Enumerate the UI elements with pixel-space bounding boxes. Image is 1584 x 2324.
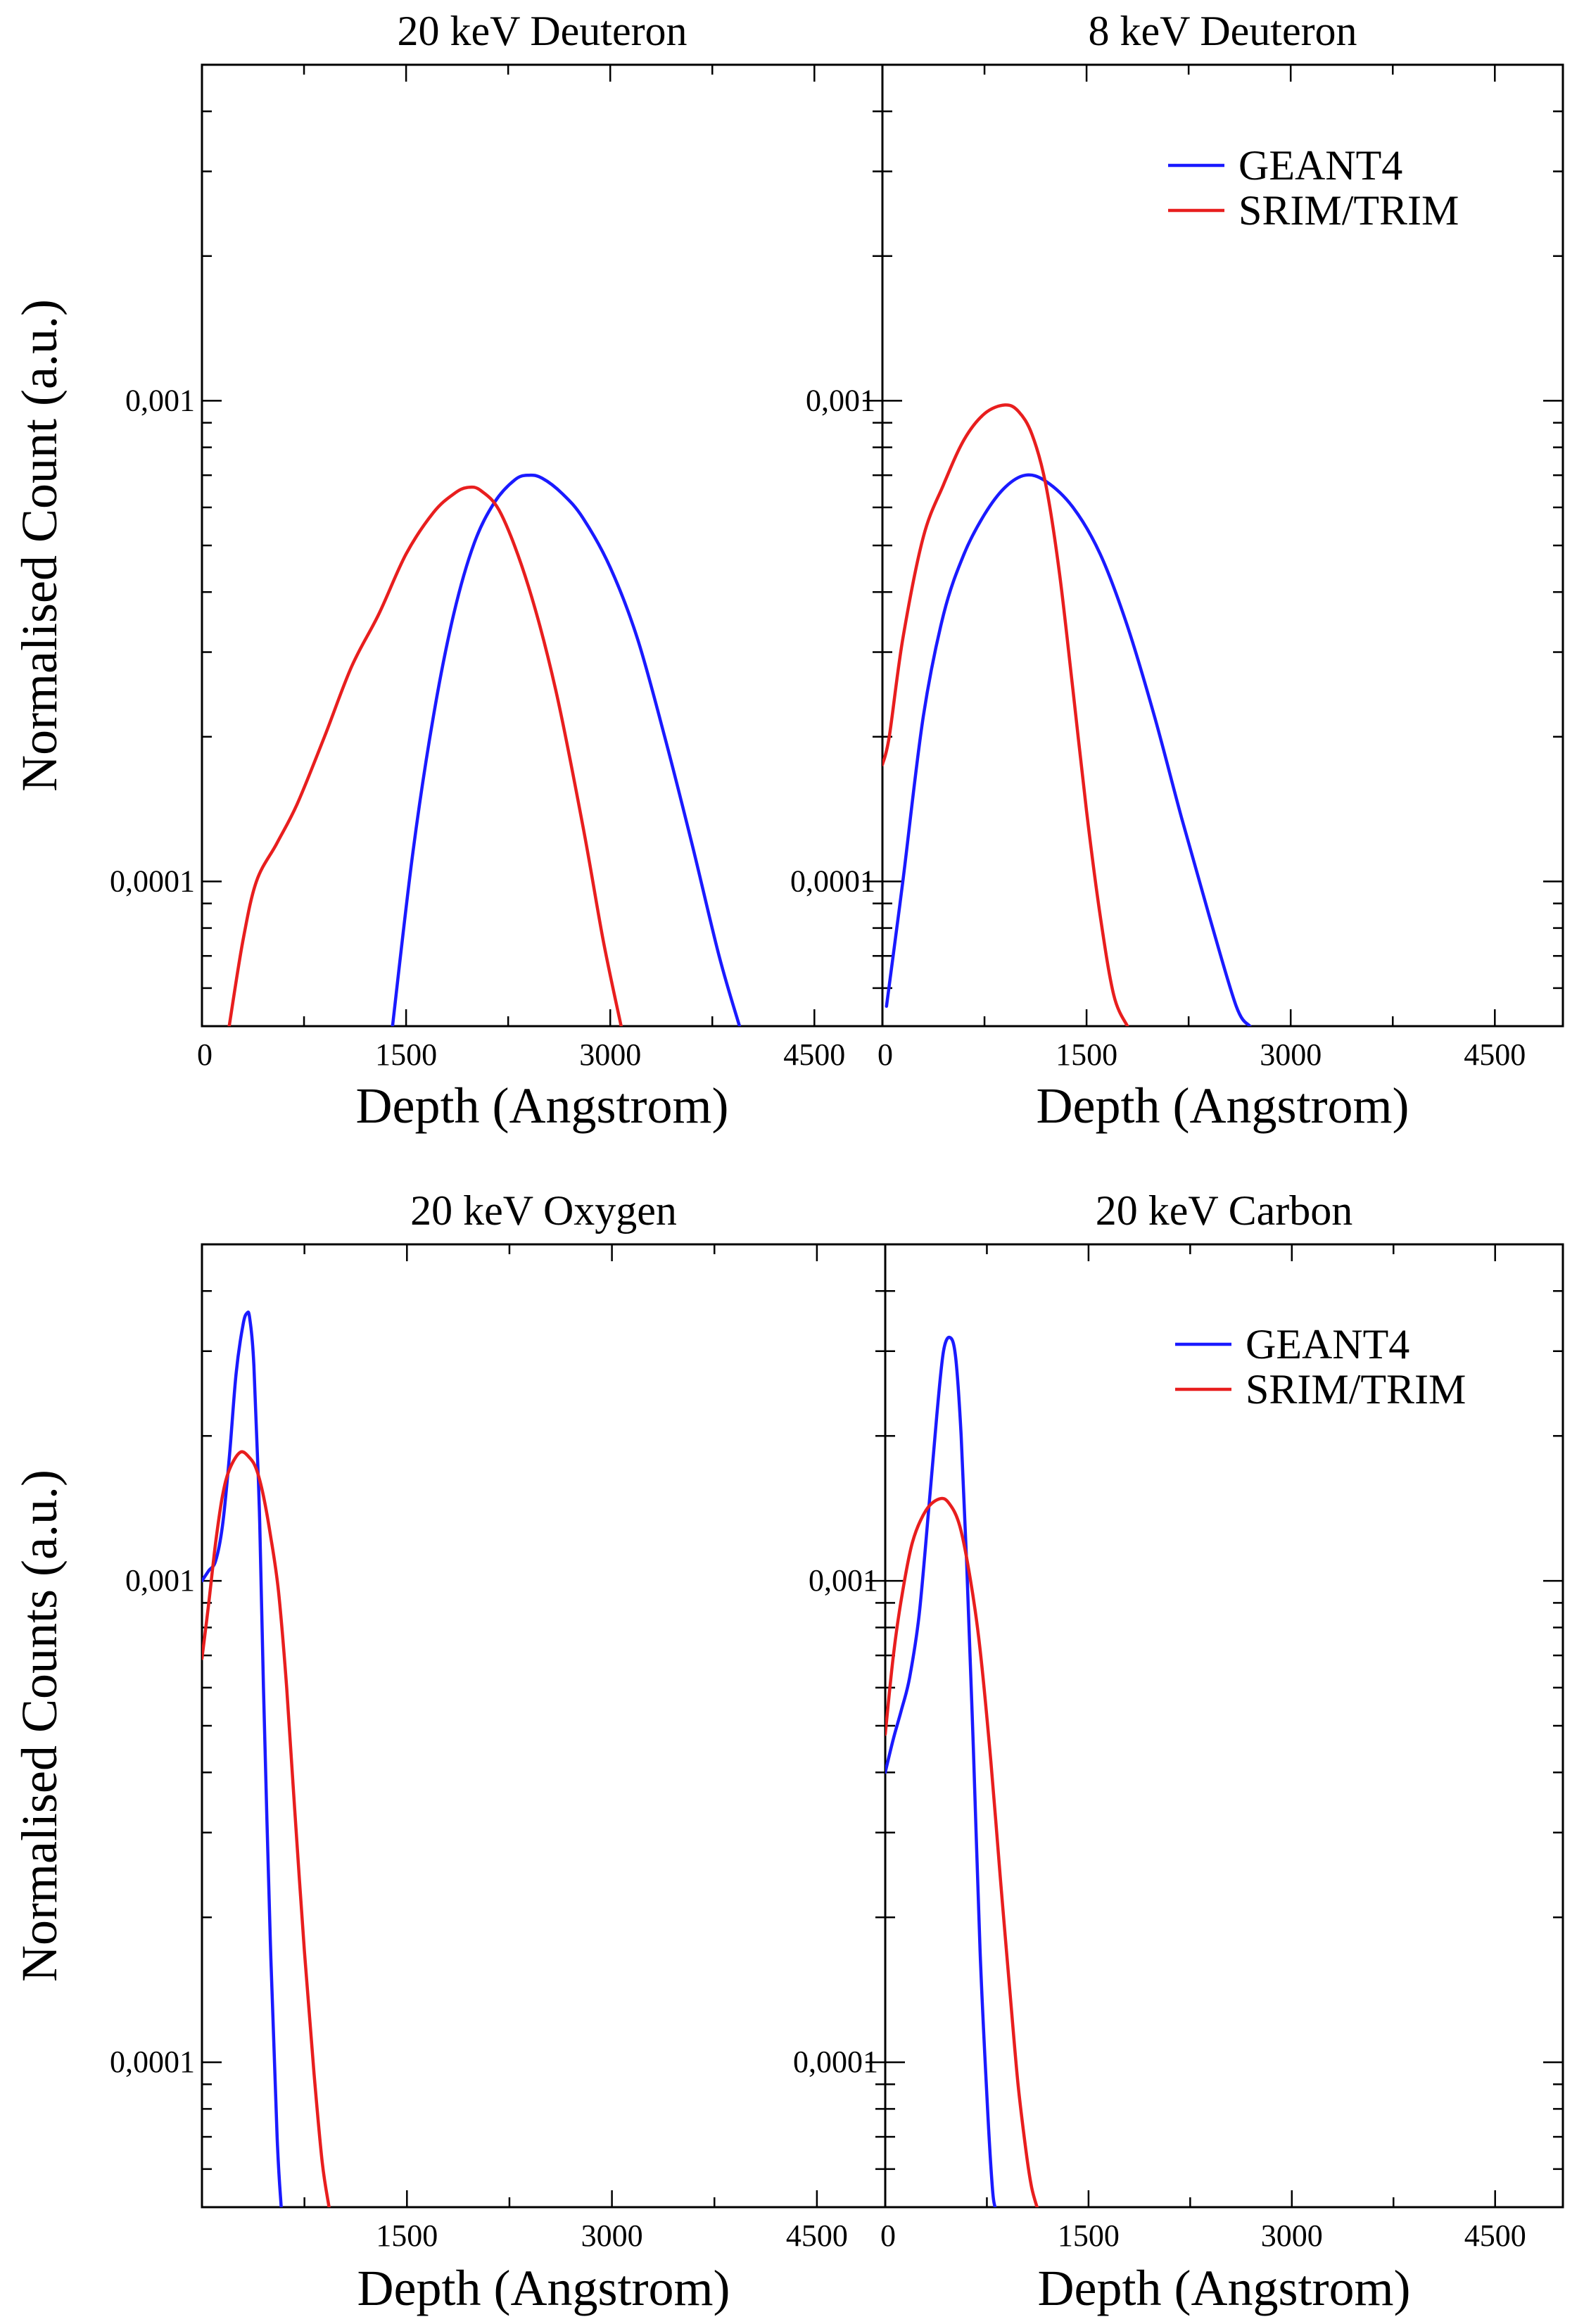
x-tick-label: 0 (197, 1037, 213, 1072)
series-line-geant4 (885, 1335, 997, 2207)
x-tick-label: 1500 (1058, 2218, 1120, 2253)
y-tick-label: 0,0001 (110, 2045, 195, 2079)
x-tick-label: 3000 (1261, 2218, 1323, 2253)
x-tick-label: 4500 (1464, 2218, 1526, 2253)
chart-title: 20 keV Carbon (1096, 1187, 1353, 1234)
x-tick-label: 1500 (1056, 1037, 1117, 1072)
y-tick-label: 0,001 (809, 1563, 878, 1598)
y-axis-label: Normalised Count (a.u.) (11, 299, 68, 792)
series-line-srim-trim (882, 403, 1129, 1026)
x-tick-label: 4500 (1464, 1037, 1526, 1072)
x-tick-label: 4500 (786, 2218, 848, 2253)
series-line-srim-trim (202, 1450, 331, 2207)
y-tick-label: 0,0001 (790, 864, 875, 898)
series-line-srim-trim (227, 485, 623, 1026)
x-tick-label: 0 (877, 1037, 893, 1072)
y-tick-label: 0,001 (806, 383, 875, 417)
legend-label: GEANT4 (1238, 142, 1402, 189)
plot-frame (201, 1243, 887, 2209)
panel-2: 0 1500 3000 4500 0,0001 0,001 8 keV Deuteron De… (790, 8, 1564, 1134)
x-tick-label: 4500 (783, 1037, 845, 1072)
legend-label: GEANT4 (1246, 1321, 1409, 1368)
plot-frame (201, 63, 884, 1028)
x-tick-label: 3000 (1260, 1037, 1322, 1072)
series-line-geant4 (391, 473, 742, 1026)
x-tick-label: 1500 (375, 1037, 437, 1072)
legend-label: SRIM/TRIM (1238, 187, 1459, 234)
x-tick-label: 1500 (376, 2218, 438, 2253)
y-tick-label: 0,001 (125, 383, 195, 417)
chart-title: 20 keV Oxygen (410, 1187, 677, 1234)
y-tick-label: 0,001 (125, 1563, 195, 1598)
series-line-srim-trim (885, 1496, 1039, 2207)
x-axis-label: Depth (Angstrom) (1037, 1078, 1409, 1134)
y-tick-label: 0,0001 (793, 2045, 878, 2079)
panel-4: 0 1500 3000 4500 0,0001 0,001 20 keV Carbon Dep… (793, 1187, 1564, 2316)
x-tick-label: 3000 (579, 1037, 641, 1072)
x-axis-label: Depth (Angstrom) (356, 1078, 729, 1134)
x-axis-label: Depth (Angstrom) (1038, 2260, 1411, 2316)
x-tick-label: 0 (880, 2218, 896, 2253)
legend-label: SRIM/TRIM (1246, 1366, 1466, 1413)
chart-title: 20 keV Deuteron (397, 8, 687, 54)
y-axis-label: Normalised Counts (a.u.) (11, 1470, 68, 1982)
panel-3: 1500 3000 4500 0,0001 0,001 20 keV Oxygen Dept… (11, 1187, 887, 2316)
series-line-geant4 (202, 1311, 283, 2207)
series-line-geant4 (885, 473, 1252, 1026)
panel-1: 0 1500 3000 4500 0,0001 0,001 20 keV Deuteron D… (11, 8, 884, 1134)
x-axis-label: Depth (Angstrom) (357, 2260, 730, 2316)
chart-title: 8 keV Deuteron (1088, 8, 1357, 54)
y-tick-label: 0,0001 (110, 864, 195, 898)
x-tick-label: 3000 (581, 2218, 643, 2253)
